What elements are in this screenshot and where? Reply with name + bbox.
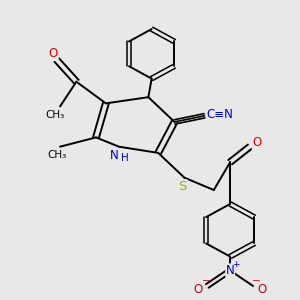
Text: O: O bbox=[258, 283, 267, 296]
Text: O: O bbox=[49, 47, 58, 60]
Text: O: O bbox=[194, 283, 203, 296]
Text: S: S bbox=[178, 180, 187, 193]
Text: C≡N: C≡N bbox=[206, 108, 233, 121]
Text: N: N bbox=[110, 149, 118, 162]
Text: CH₃: CH₃ bbox=[46, 110, 65, 120]
Text: −: − bbox=[252, 276, 261, 286]
Text: +: + bbox=[232, 260, 240, 269]
Text: −: − bbox=[202, 276, 211, 286]
Text: N: N bbox=[226, 264, 235, 277]
Text: O: O bbox=[252, 136, 262, 149]
Text: H: H bbox=[121, 154, 129, 164]
Text: CH₃: CH₃ bbox=[47, 150, 66, 161]
